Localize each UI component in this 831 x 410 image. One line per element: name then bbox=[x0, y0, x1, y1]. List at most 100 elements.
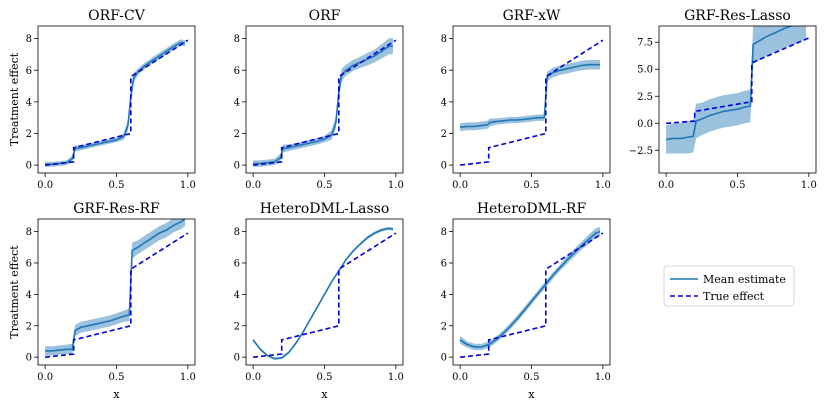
plot-area bbox=[252, 226, 397, 360]
plot-area bbox=[253, 37, 397, 167]
subplot-title: ORF bbox=[309, 8, 341, 24]
x-axis-label: x bbox=[113, 388, 120, 401]
subplot-5: 0.0 0.5 1.0 0 2 4 6 8 GRF-Res-RF x Treatment effec… bbox=[8, 201, 196, 401]
y-tick-label: 4 bbox=[234, 97, 240, 108]
y-axis-label: Treatment effect bbox=[8, 52, 21, 146]
confidence-band bbox=[666, 26, 806, 154]
legend: Mean estimate True effect bbox=[663, 265, 795, 307]
confidence-band bbox=[253, 37, 393, 167]
true-effect-line bbox=[460, 232, 604, 358]
x-tick-label: 0.0 bbox=[37, 372, 53, 383]
x-tick-label: 1.0 bbox=[388, 180, 404, 191]
subplot-title: GRF-Res-RF bbox=[73, 201, 160, 217]
y-tick-label: 2 bbox=[234, 321, 240, 332]
subplot-title: GRF-Res-Lasso bbox=[684, 8, 791, 24]
y-tick-label: −2.5 bbox=[629, 146, 653, 157]
confidence-band bbox=[45, 219, 185, 356]
mean-estimate-line bbox=[459, 230, 601, 348]
x-tick-label: 0.5 bbox=[730, 180, 746, 191]
x-tick-label: 0.5 bbox=[524, 372, 540, 383]
x-tick-label: 1.0 bbox=[595, 372, 611, 383]
mean-estimate-line bbox=[253, 45, 394, 165]
plot-area bbox=[665, 26, 810, 154]
x-axis-label: x bbox=[321, 388, 328, 401]
mean-estimate-line bbox=[460, 63, 600, 128]
true-effect-line bbox=[45, 232, 189, 358]
y-axis-label: Treatment effect bbox=[8, 245, 21, 339]
y-tick-label: 0.0 bbox=[637, 119, 653, 130]
x-tick-label: 0.0 bbox=[245, 180, 261, 191]
axes-frame bbox=[245, 218, 404, 366]
y-tick-label: 0 bbox=[441, 353, 447, 364]
mean-estimate-line bbox=[45, 219, 186, 352]
y-tick-label: 8 bbox=[26, 227, 32, 238]
y-tick-label: 2 bbox=[441, 321, 447, 332]
y-tick-label: 6 bbox=[441, 66, 447, 77]
x-tick-label: 1.0 bbox=[388, 372, 404, 383]
y-tick-label: 2 bbox=[234, 129, 240, 140]
x-tick-label: 0.0 bbox=[245, 372, 261, 383]
legend-true-label: True effect bbox=[703, 290, 765, 303]
true-effect-line bbox=[45, 39, 189, 166]
x-tick-label: 1.0 bbox=[180, 372, 196, 383]
y-tick-label: 5.0 bbox=[637, 65, 653, 76]
mean-estimate-line bbox=[45, 41, 186, 166]
confidence-band bbox=[45, 39, 185, 167]
y-tick-label: 8 bbox=[234, 227, 240, 238]
y-tick-label: 6 bbox=[234, 66, 240, 77]
x-tick-label: 0.0 bbox=[452, 180, 468, 191]
plot-area bbox=[459, 226, 604, 358]
y-tick-label: 4 bbox=[26, 290, 32, 301]
x-tick-label: 1.0 bbox=[180, 180, 196, 191]
mean-estimate-line bbox=[665, 26, 794, 141]
y-tick-label: 6 bbox=[234, 258, 240, 269]
x-tick-label: 0.5 bbox=[317, 372, 333, 383]
x-tick-label: 0.0 bbox=[37, 180, 53, 191]
mean-estimate-line bbox=[252, 227, 394, 360]
y-tick-label: 0 bbox=[234, 353, 240, 364]
y-tick-label: 0 bbox=[26, 161, 32, 172]
y-tick-label: 7.5 bbox=[637, 38, 653, 49]
y-tick-label: 6 bbox=[441, 258, 447, 269]
y-tick-label: 8 bbox=[26, 34, 32, 45]
y-tick-label: 2 bbox=[441, 129, 447, 140]
subplot-title: HeteroDML-Lasso bbox=[260, 201, 390, 217]
y-tick-label: 8 bbox=[441, 34, 447, 45]
x-tick-label: 0.0 bbox=[658, 180, 674, 191]
true-effect-line bbox=[666, 37, 810, 125]
x-tick-label: 0.5 bbox=[109, 180, 125, 191]
y-tick-label: 0 bbox=[234, 161, 240, 172]
axes-frame bbox=[452, 25, 611, 174]
y-tick-label: 4 bbox=[26, 97, 32, 108]
y-tick-label: 8 bbox=[441, 227, 447, 238]
x-tick-label: 1.0 bbox=[595, 180, 611, 191]
true-effect-line bbox=[253, 232, 397, 358]
axes-frame bbox=[37, 218, 196, 366]
x-tick-label: 0.5 bbox=[109, 372, 125, 383]
y-tick-label: 2 bbox=[26, 129, 32, 140]
y-tick-label: 6 bbox=[26, 258, 32, 269]
y-tick-label: 8 bbox=[234, 34, 240, 45]
plot-area bbox=[45, 39, 189, 167]
y-tick-label: 4 bbox=[441, 290, 447, 301]
y-tick-label: 2 bbox=[26, 321, 32, 332]
x-tick-label: 0.5 bbox=[524, 180, 540, 191]
y-tick-label: 4 bbox=[441, 97, 447, 108]
y-tick-label: 6 bbox=[26, 66, 32, 77]
subplot-6: 0.0 0.5 1.0 0 2 4 6 8 HeteroDML-Lasso x bbox=[234, 201, 404, 401]
subplot-title: ORF-CV bbox=[88, 8, 146, 24]
plot-area bbox=[460, 39, 604, 166]
y-tick-label: 4 bbox=[234, 290, 240, 301]
true-effect-line bbox=[253, 39, 397, 166]
subplot-title: GRF-xW bbox=[503, 8, 561, 24]
x-tick-label: 0.0 bbox=[452, 372, 468, 383]
subplot-3: 0.0 0.5 1.0 0 2 4 6 8 GRF-xW bbox=[441, 8, 611, 191]
y-tick-label: 0 bbox=[26, 353, 32, 364]
subplot-7: 0.0 0.5 1.0 0 2 4 6 8 HeteroDML-RF x bbox=[441, 201, 611, 401]
y-tick-label: 0 bbox=[441, 161, 447, 172]
plot-area bbox=[45, 219, 189, 358]
subplot-2: 0.0 0.5 1.0 0 2 4 6 8 ORF bbox=[234, 8, 404, 191]
confidence-band bbox=[460, 60, 600, 132]
subplot-title: HeteroDML-RF bbox=[477, 201, 587, 217]
